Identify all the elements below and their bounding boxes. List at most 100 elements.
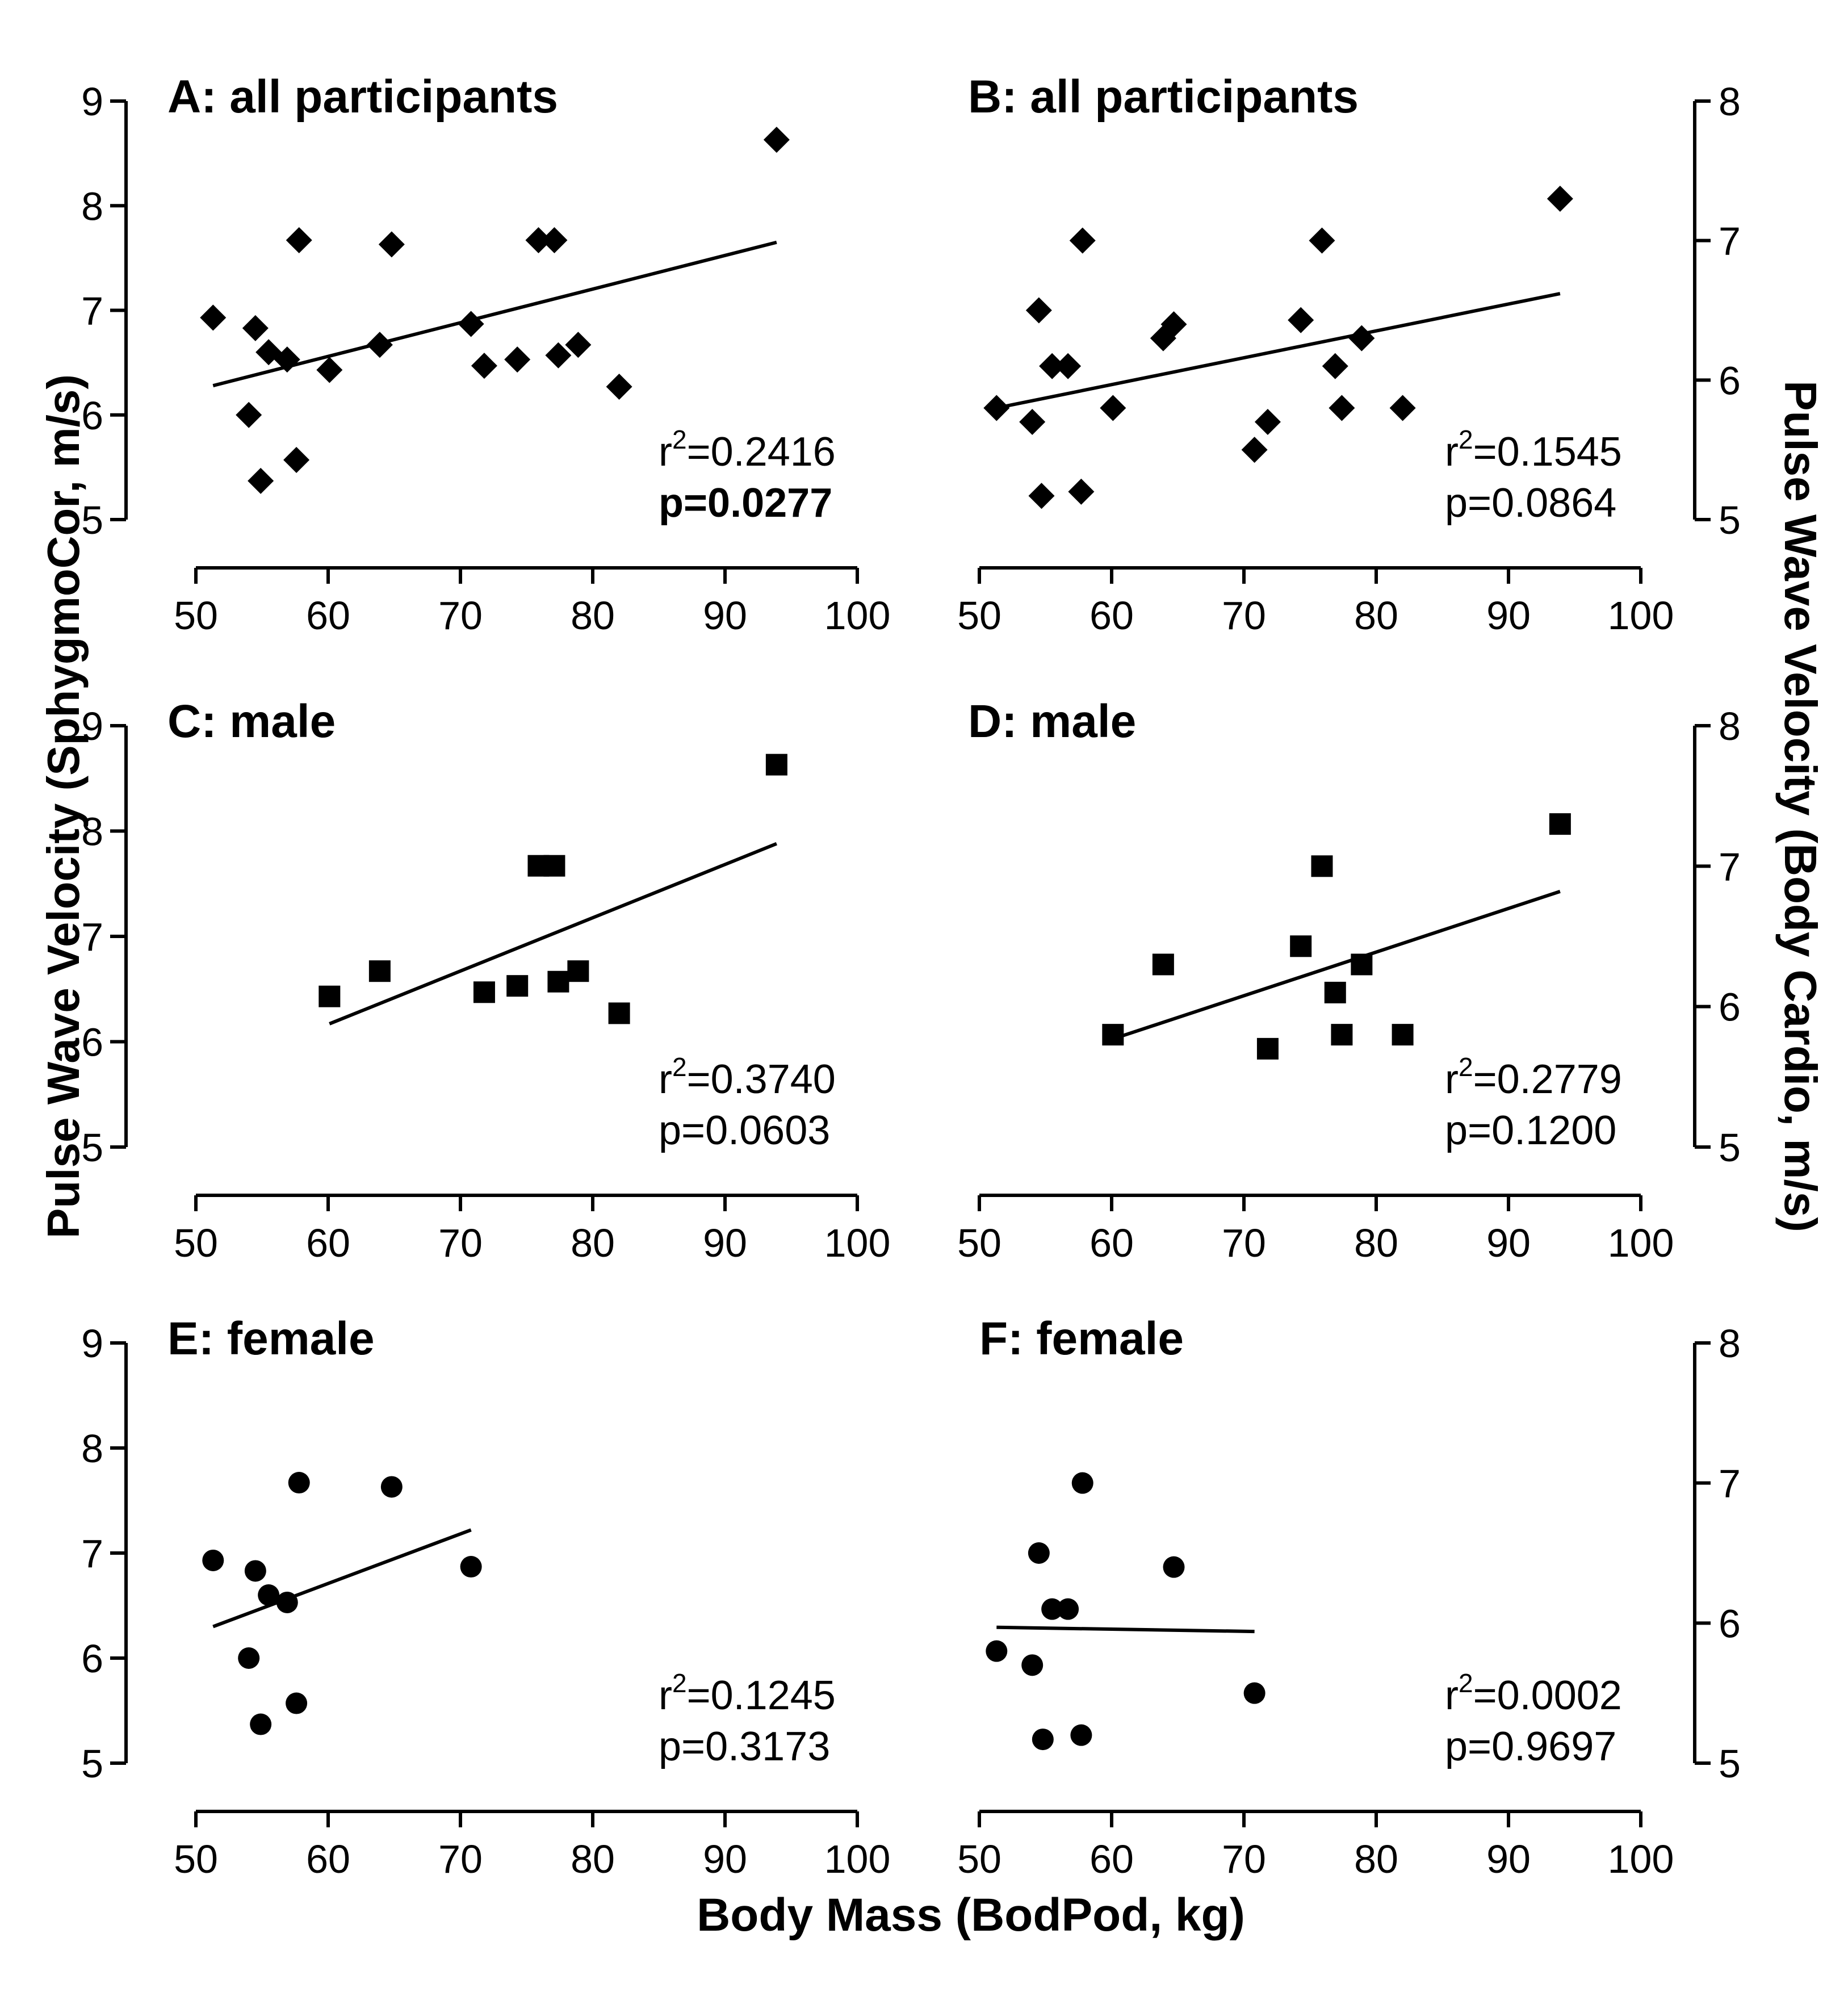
- panel-c-p-label: p=0.0603: [659, 1108, 830, 1153]
- panel-f-x-tick-label: 70: [1222, 1837, 1266, 1881]
- panel-f-y-axis: 5 6 7 8: [1693, 1321, 1741, 1786]
- panel-d-title: D: male: [968, 696, 1136, 747]
- panel-e-point: [288, 1472, 310, 1494]
- panel-b-x-tick-label: 80: [1354, 593, 1398, 638]
- panel-b-points: [983, 185, 1573, 509]
- panel-d-point: [1549, 813, 1571, 835]
- panel-f-y-tick-label: 5: [1719, 1742, 1741, 1786]
- panel-b: B: all participants 50 60 70 80 90 100 5 6 7 8 r2=0…: [957, 71, 1741, 638]
- panel-c-x-tick-label: 70: [438, 1221, 483, 1265]
- panel-a-point: [471, 353, 497, 379]
- panel-a-point: [458, 311, 484, 337]
- panel-c: C: male 50 60 70 80 90 100 5 6 7 8 9 r2=0.3740 p=0.06…: [81, 696, 890, 1265]
- panel-c-title: C: male: [167, 696, 336, 747]
- panel-d-y-tick-label: 5: [1719, 1125, 1741, 1170]
- panel-a-point: [283, 446, 310, 473]
- panel-f-title: F: female: [979, 1313, 1184, 1365]
- panel-d-x-tick-label: 80: [1354, 1221, 1398, 1265]
- panel-b-y-tick-label: 5: [1719, 498, 1741, 542]
- panel-e-point: [244, 1560, 266, 1582]
- panel-b-point: [1348, 325, 1375, 351]
- panel-b-point: [1288, 307, 1314, 333]
- panel-b-p-label: p=0.0864: [1445, 480, 1616, 526]
- panel-c-x-tick-label: 60: [306, 1221, 350, 1265]
- panel-a-y-tick-label: 5: [81, 498, 103, 542]
- panel-b-point: [1309, 227, 1335, 254]
- panel-a-p-label: p=0.0277: [659, 480, 832, 526]
- panel-f: F: female 50 60 70 80 90 100 5 6 7 8 r2=0.0002 p=0.9…: [957, 1313, 1741, 1881]
- panel-d-point: [1392, 1024, 1414, 1046]
- panel-d-points: [1102, 813, 1571, 1060]
- panel-e-point: [258, 1584, 280, 1606]
- panel-a-point: [545, 342, 572, 369]
- panel-a-point: [378, 231, 405, 258]
- panel-f-point: [1243, 1682, 1265, 1704]
- panel-b-point: [1160, 311, 1187, 338]
- panel-f-x-tick-label: 50: [957, 1837, 1001, 1881]
- panel-c-y-tick-label: 7: [81, 915, 103, 959]
- y-axis-label-right: Pulse Wave Velocity (Body Cardio, m/s): [1775, 380, 1826, 1232]
- panel-f-point: [1057, 1598, 1079, 1620]
- panel-b-x-tick-label: 90: [1486, 593, 1531, 638]
- panel-f-point: [1070, 1724, 1092, 1746]
- panel-f-fit-line: [996, 1625, 1255, 1634]
- panel-e-x-tick-label: 100: [824, 1837, 891, 1881]
- panel-d-x-tick-label: 50: [957, 1221, 1001, 1265]
- panel-f-point: [1021, 1654, 1044, 1676]
- panel-b-point: [983, 395, 1010, 421]
- panel-f-x-axis: 50 60 70 80 90 100: [957, 1810, 1674, 1881]
- panel-f-y-tick-label: 7: [1719, 1462, 1741, 1506]
- panel-d-point: [1351, 953, 1373, 976]
- panel-b-title: B: all participants: [968, 71, 1359, 123]
- panel-f-x-tick-label: 90: [1486, 1837, 1531, 1881]
- panel-a: A: all participants 50 60 70 80 90 100 5 6 7 8 9 r2=…: [81, 71, 890, 638]
- panel-e-y-tick-label: 7: [81, 1531, 103, 1576]
- panel-b-point: [1241, 437, 1268, 463]
- panel-d-point: [1331, 1024, 1353, 1046]
- panel-c-point: [319, 985, 341, 1007]
- panel-a-point: [504, 346, 531, 373]
- panel-c-x-tick-label: 90: [703, 1221, 747, 1265]
- panel-f-x-tick-label: 80: [1354, 1837, 1398, 1881]
- panel-b-point: [1055, 353, 1082, 379]
- panel-a-x-axis: 50 60 70 80 90 100: [174, 566, 891, 638]
- panel-c-x-axis: 50 60 70 80 90 100: [174, 1194, 890, 1265]
- panel-f-r2-label: r2=0.0002: [1445, 1668, 1622, 1718]
- panel-d: D: male 50 60 70 80 90 100 5 6 7 8 r2=0.2779 p=0.120…: [957, 696, 1741, 1265]
- panel-d-x-axis: 50 60 70 80 90 100: [957, 1194, 1674, 1265]
- panel-f-point: [1041, 1598, 1063, 1620]
- panel-a-y-tick-label: 8: [81, 184, 103, 228]
- panel-b-x-axis: 50 60 70 80 90 100: [957, 566, 1674, 638]
- panel-b-point: [1069, 227, 1096, 254]
- panel-c-point: [567, 960, 589, 982]
- panel-e-x-tick-label: 70: [438, 1837, 483, 1881]
- x-axis-label: Body Mass (BodPod, kg): [697, 1889, 1245, 1941]
- panel-b-point: [1322, 353, 1348, 379]
- panel-a-x-tick-label: 100: [824, 593, 891, 638]
- panel-e-fit-line: [212, 1528, 472, 1629]
- panel-a-fit-line: [212, 240, 777, 388]
- panel-b-x-tick-label: 70: [1222, 593, 1266, 638]
- panel-b-point: [1025, 297, 1052, 324]
- panel-d-x-tick-label: 100: [1608, 1221, 1674, 1265]
- panel-d-r2-label: r2=0.2779: [1445, 1052, 1622, 1102]
- panel-e-point: [202, 1549, 224, 1571]
- panel-b-point: [1329, 395, 1355, 421]
- panel-d-y-tick-label: 7: [1719, 844, 1741, 889]
- panel-f-point: [1163, 1556, 1185, 1578]
- panel-e-point: [286, 1692, 308, 1714]
- panel-a-point: [274, 346, 300, 373]
- panel-d-x-tick-label: 60: [1089, 1221, 1134, 1265]
- panel-e-x-tick-label: 90: [703, 1837, 747, 1881]
- panel-a-y-tick-label: 6: [81, 394, 103, 438]
- panel-b-point: [1039, 353, 1066, 379]
- panel-b-point: [1068, 478, 1095, 505]
- panel-a-y-axis: 5 6 7 8 9: [81, 79, 128, 542]
- panel-f-p-label: p=0.9697: [1445, 1724, 1616, 1769]
- panel-a-point: [606, 374, 632, 400]
- panel-a-point: [200, 304, 227, 331]
- panel-e-point: [460, 1556, 482, 1578]
- panel-c-x-tick-label: 80: [571, 1221, 615, 1265]
